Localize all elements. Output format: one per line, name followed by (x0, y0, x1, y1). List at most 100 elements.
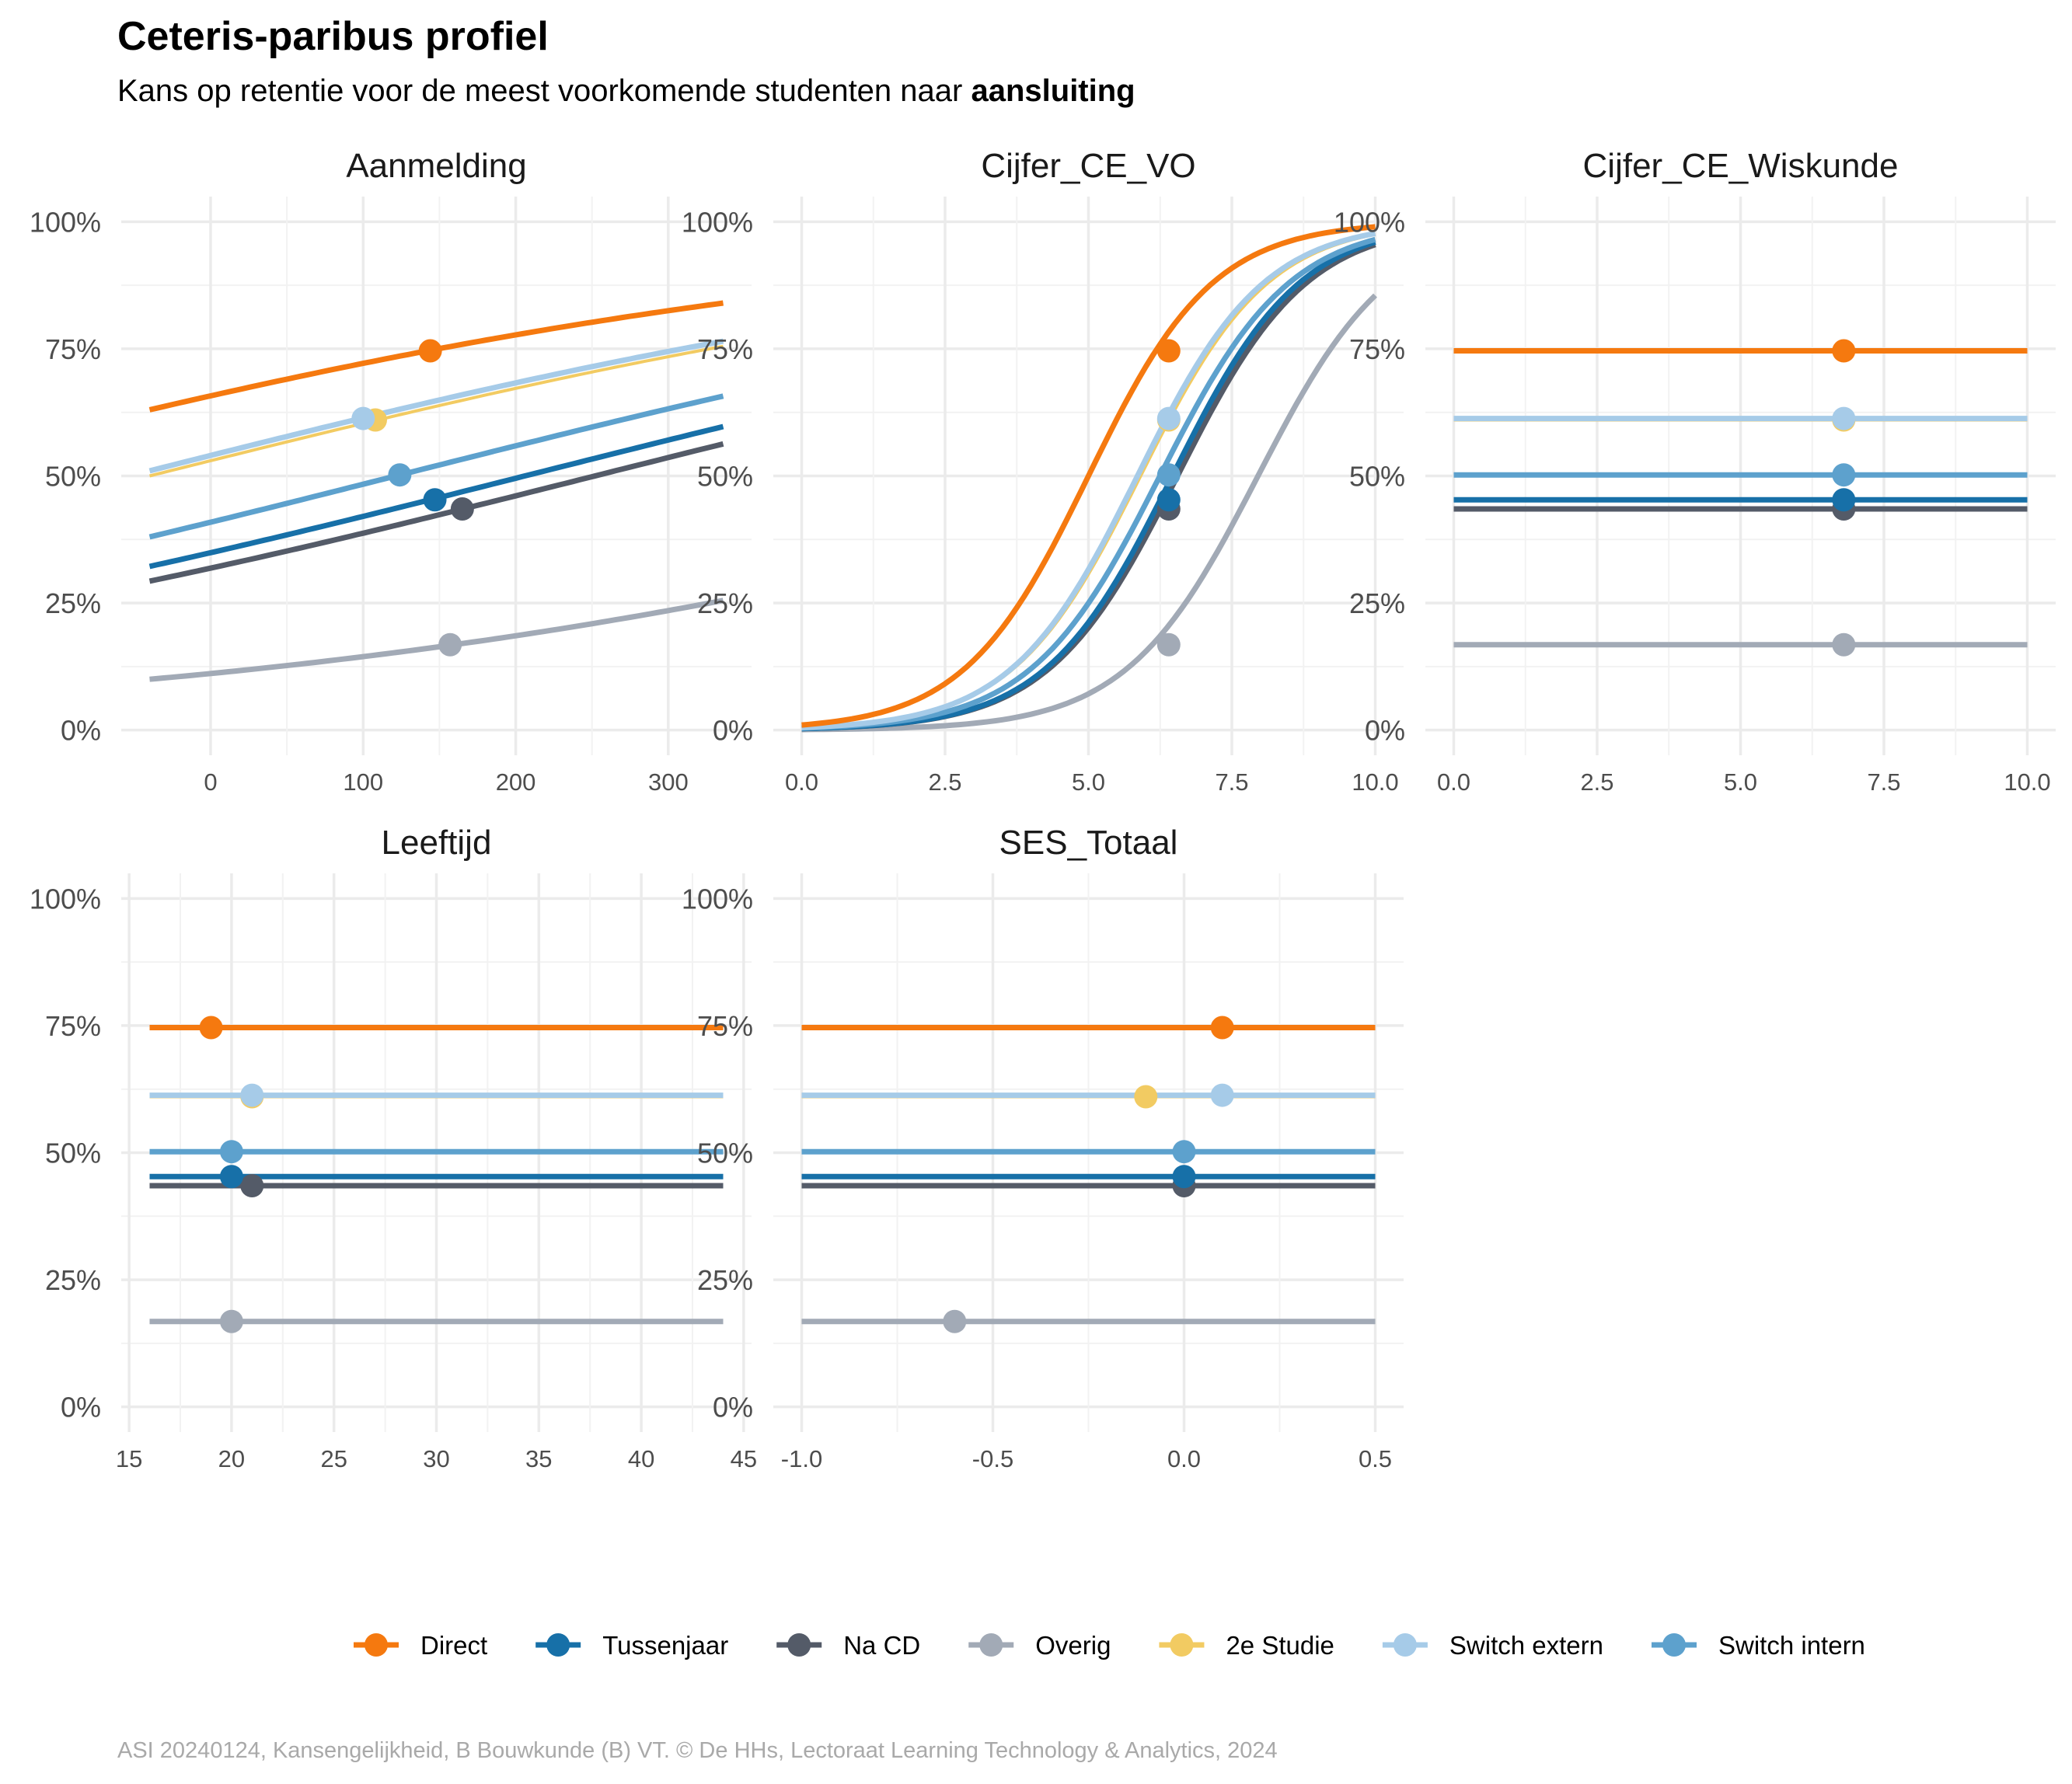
legend-item-na-cd: Na CD (776, 1631, 920, 1660)
point-direct (1156, 339, 1181, 363)
point-overig (438, 632, 462, 657)
legend-label: 2e Studie (1226, 1631, 1334, 1660)
legend-key-point (546, 1633, 570, 1657)
point-switch-intern (1156, 463, 1181, 487)
y-tick-label: 0% (713, 1392, 753, 1423)
legend-item-switch-extern: Switch extern (1382, 1631, 1603, 1660)
legend-label: Overig (1035, 1631, 1111, 1660)
point-tussenjaar (1156, 488, 1181, 512)
panel-title: Cijfer_CE_Wiskunde (1583, 147, 1899, 185)
y-tick-label: 75% (697, 1010, 753, 1042)
panel-title: Cijfer_CE_VO (981, 147, 1195, 185)
legend-key-point (787, 1633, 811, 1657)
panel-cijfer-ce-wiskunde: Cijfer_CE_Wiskunde 0% 25% 50% 75% 100% 0.0 2.5 5… (1334, 147, 2056, 796)
x-tick-label: 20 (218, 1445, 245, 1472)
point-overig (943, 1309, 967, 1333)
series-switch-extern (801, 230, 1376, 730)
legend-item-switch-intern: Switch intern (1652, 1631, 1865, 1660)
point-direct (199, 1016, 223, 1040)
series-line-switch-intern (148, 393, 724, 540)
y-tick-label: 0% (61, 715, 101, 747)
point-switch-intern (388, 463, 412, 487)
point-2e-studie (1134, 1085, 1158, 1109)
point-tussenjaar (423, 488, 447, 512)
y-tick-label: 25% (45, 587, 101, 619)
y-tick-label: 50% (45, 1138, 101, 1169)
x-tick-label: 7.5 (1215, 768, 1248, 796)
y-tick-label: 75% (697, 333, 753, 365)
series-line-overig (149, 598, 724, 682)
panel-title: Aanmelding (346, 147, 526, 185)
subtitle-bold: aansluiting (971, 74, 1135, 108)
y-tick-label: 50% (45, 461, 101, 493)
series-line-direct (801, 224, 1376, 728)
point-switch-extern (1210, 1083, 1234, 1107)
point-direct (1832, 339, 1856, 363)
y-tick-label: 50% (697, 461, 753, 493)
x-tick-label: 2.5 (928, 768, 961, 796)
legend-item-overig: Overig (968, 1631, 1111, 1660)
y-tick-label: 0% (713, 715, 753, 747)
point-direct (418, 339, 442, 363)
legend-label: Switch intern (1718, 1631, 1865, 1660)
y-tick-label: 50% (697, 1138, 753, 1169)
y-tick-label: 100% (30, 883, 101, 915)
legend-key-point (1662, 1633, 1686, 1657)
legend-label: Switch extern (1449, 1631, 1603, 1660)
x-tick-label: 10.0 (1352, 768, 1398, 796)
x-tick-label: 0.0 (1437, 768, 1470, 796)
x-tick-label: 45 (731, 1445, 757, 1472)
y-tick-label: 100% (30, 206, 101, 238)
legend-label: Direct (420, 1631, 487, 1660)
point-tussenjaar (219, 1165, 243, 1189)
legend-key-point (1393, 1633, 1417, 1657)
point-switch-extern (1156, 406, 1181, 430)
point-na-cd (240, 1174, 264, 1198)
legend-item-direct: Direct (354, 1631, 487, 1660)
legend-label: Na CD (843, 1631, 920, 1660)
panel-aanmelding: Aanmelding 0% 25% 50% 75% 100% 0 100 200 300 (30, 147, 752, 796)
y-tick-label: 50% (1349, 461, 1405, 493)
series-na-cd (148, 441, 724, 584)
point-switch-intern (1172, 1140, 1196, 1164)
panel-leeftijd: Leeftijd 0% 25% 50% 75% 100% 15 20 25 30 35 40 45 (30, 824, 757, 1472)
series-switch-extern (148, 338, 724, 474)
series-switch-intern (148, 393, 724, 540)
x-tick-label: 0 (204, 768, 217, 796)
y-tick-label: 0% (61, 1392, 101, 1423)
x-tick-label: 10.0 (2004, 768, 2050, 796)
point-switch-extern (1832, 406, 1856, 430)
y-tick-label: 100% (682, 206, 753, 238)
series-line-overig (801, 293, 1377, 733)
x-tick-label: 15 (116, 1445, 142, 1472)
x-tick-label: -0.5 (972, 1445, 1013, 1472)
y-tick-label: 25% (697, 587, 753, 619)
y-tick-label: 100% (682, 883, 753, 915)
chart-subtitle: Kans op retentie voor de meest voorkomen… (117, 74, 1135, 108)
series-direct (801, 224, 1376, 728)
legend: Direct Tussenjaar Na CD Overig 2e Studie Swit… (354, 1631, 1865, 1660)
series-overig (801, 293, 1377, 733)
legend-key-point (979, 1633, 1003, 1657)
y-tick-label: 25% (45, 1264, 101, 1296)
y-tick-label: 25% (1349, 587, 1405, 619)
x-tick-label: 30 (423, 1445, 449, 1472)
series-2e-studie (149, 344, 724, 478)
legend-key-point (365, 1633, 388, 1657)
x-tick-label: 40 (628, 1445, 654, 1472)
point-overig (1156, 632, 1181, 657)
y-tick-label: 75% (1349, 333, 1405, 365)
chart-caption: ASI 20240124, Kansengelijkheid, B Bouwku… (117, 1738, 1278, 1763)
x-tick-label: 35 (525, 1445, 552, 1472)
y-tick-label: 100% (1334, 206, 1405, 238)
x-tick-label: 2.5 (1580, 768, 1613, 796)
x-tick-label: 300 (648, 768, 689, 796)
series-line-switch-extern (148, 338, 724, 474)
series-line-2e-studie (149, 344, 724, 478)
point-na-cd (450, 497, 474, 521)
x-tick-label: 7.5 (1867, 768, 1900, 796)
series-line-switch-extern (801, 230, 1376, 730)
subtitle-text: Kans op retentie voor de meest voorkomen… (117, 74, 971, 108)
